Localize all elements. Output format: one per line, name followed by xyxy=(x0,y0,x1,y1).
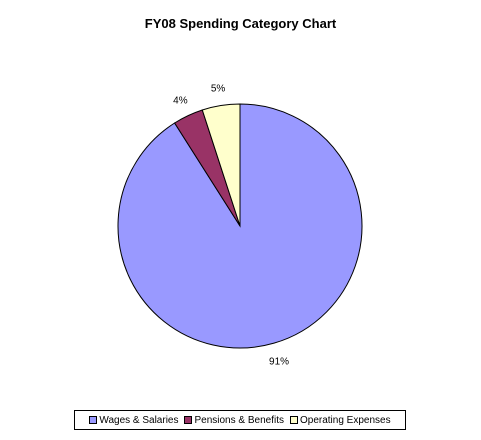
legend-swatch-pensions xyxy=(184,416,193,424)
chart-title: FY08 Spending Category Chart xyxy=(144,16,337,31)
legend-item-wages: Wages & Salaries xyxy=(89,415,178,426)
legend-swatch-wages xyxy=(89,416,98,424)
legend-label-pensions: Pensions & Benefits xyxy=(194,414,284,426)
pie-slices xyxy=(117,103,363,349)
label-wages: 91% xyxy=(269,356,289,367)
pie-labels: 91% 4% 5% xyxy=(173,84,289,368)
legend-item-operating: Operating Expenses xyxy=(289,414,391,426)
legend-label-operating: Operating Expenses xyxy=(299,414,391,426)
legend-label-wages: Wages & Salaries xyxy=(99,414,179,426)
label-operating: 5% xyxy=(211,84,226,95)
label-pensions: 4% xyxy=(173,95,188,106)
legend-swatch-operating xyxy=(289,416,298,424)
legend-item-pensions: Pensions & Benefits xyxy=(184,415,284,426)
slice-operating xyxy=(201,103,241,227)
legend: Wages & Salaries Pensions & Benefits Ope… xyxy=(74,410,406,430)
